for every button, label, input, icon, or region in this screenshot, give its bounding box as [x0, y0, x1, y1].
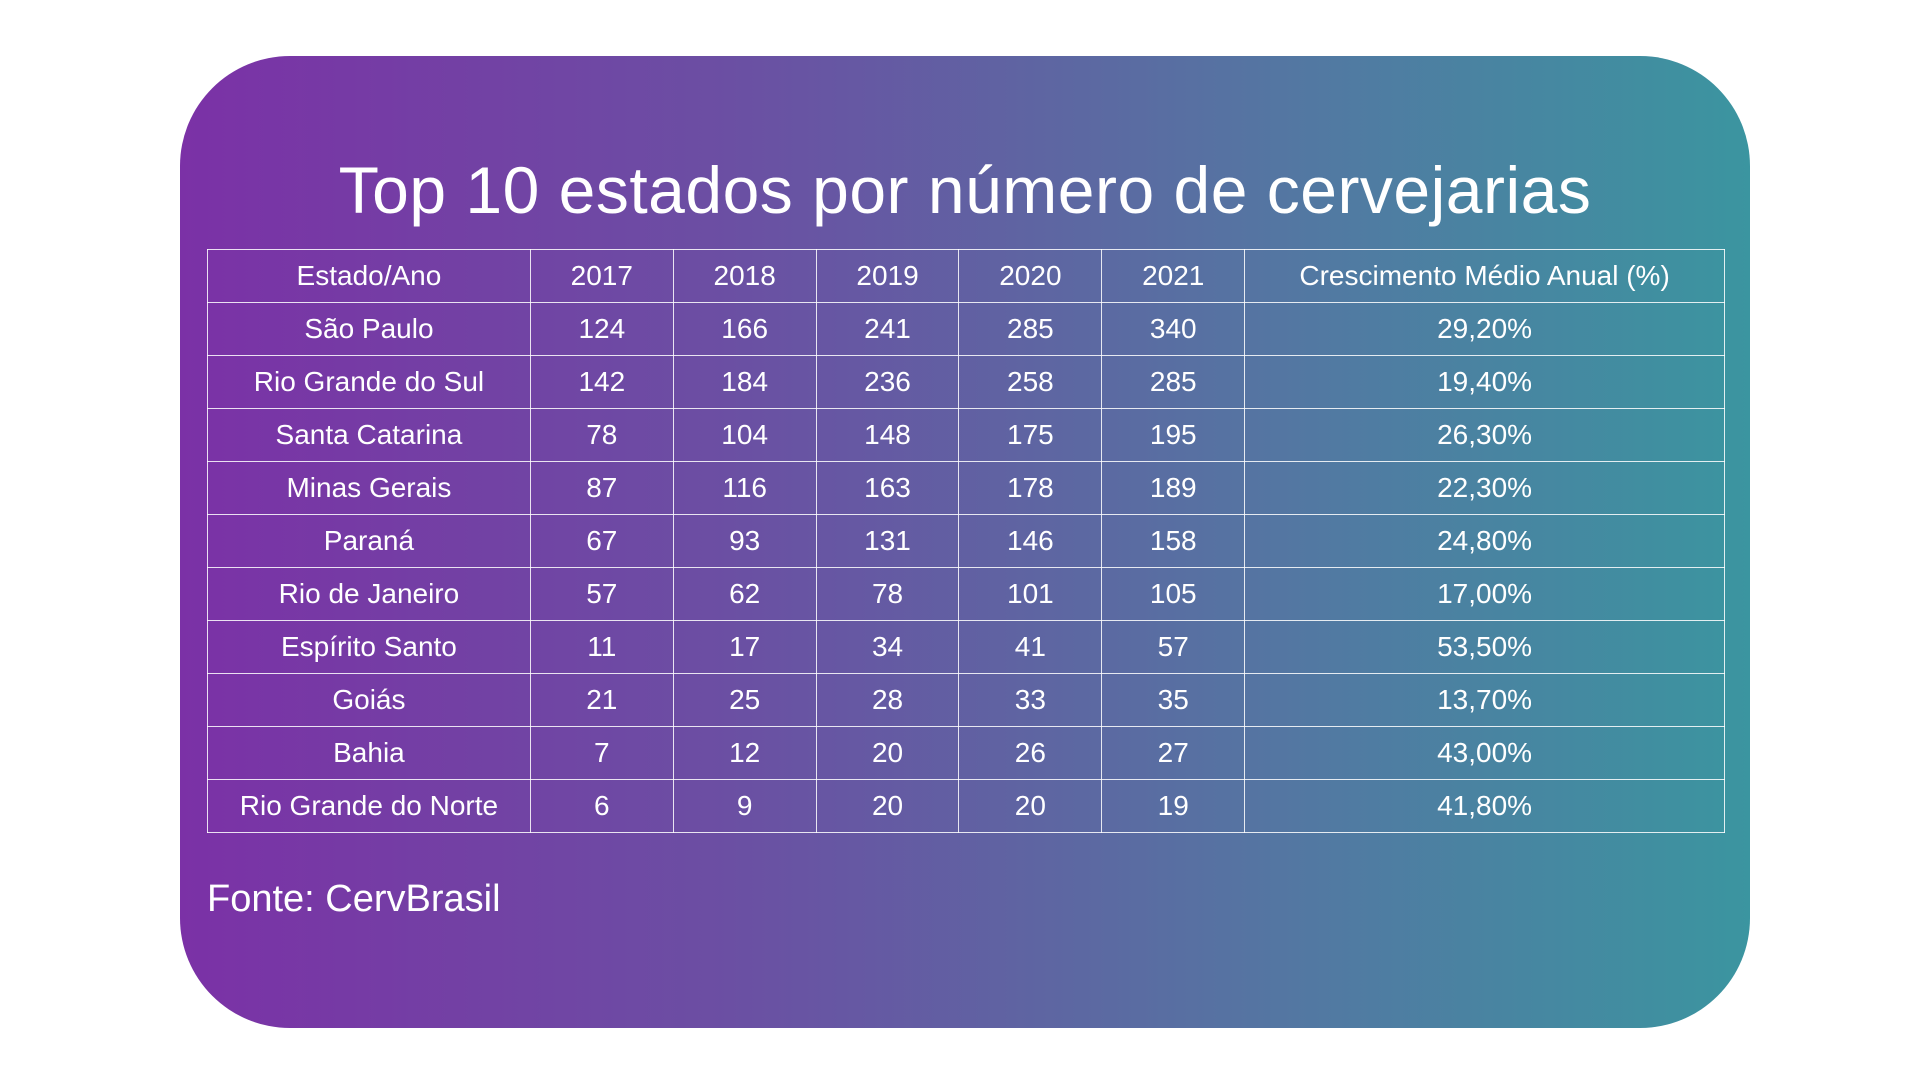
value-2018-cell: 104 [672, 408, 817, 462]
value-2019-cell: 241 [815, 302, 960, 356]
value-2021-cell: 27 [1101, 726, 1246, 780]
value-2019-cell: 148 [815, 408, 960, 462]
state-cell: Rio Grande do Sul [207, 355, 531, 409]
value-2020-cell: 178 [958, 461, 1103, 515]
growth-cell: 13,70% [1244, 673, 1725, 727]
value-2020-cell: 175 [958, 408, 1103, 462]
header-cell-2021: 2021 [1101, 249, 1246, 303]
growth-cell: 19,40% [1244, 355, 1725, 409]
value-2018-cell: 12 [672, 726, 817, 780]
growth-cell: 41,80% [1244, 779, 1725, 833]
growth-cell: 29,20% [1244, 302, 1725, 356]
value-2019-cell: 34 [815, 620, 960, 674]
value-2020-cell: 33 [958, 673, 1103, 727]
header-cell-growth: Crescimento Médio Anual (%) [1244, 249, 1725, 303]
value-2019-cell: 20 [815, 779, 960, 833]
value-2018-cell: 17 [672, 620, 817, 674]
value-2018-cell: 9 [672, 779, 817, 833]
state-cell: Santa Catarina [207, 408, 531, 462]
state-cell: Espírito Santo [207, 620, 531, 674]
value-2017-cell: 142 [529, 355, 674, 409]
growth-cell: 53,50% [1244, 620, 1725, 674]
source-note: Fonte: CervBrasil [207, 878, 501, 920]
value-2017-cell: 87 [529, 461, 674, 515]
value-2018-cell: 62 [672, 567, 817, 621]
value-2019-cell: 78 [815, 567, 960, 621]
state-cell: Rio Grande do Norte [207, 779, 531, 833]
value-2019-cell: 20 [815, 726, 960, 780]
table-row: Goiás 21 25 28 33 35 13,70% [207, 673, 1725, 727]
table-row: Rio Grande do Norte 6 9 20 20 19 41,80% [207, 779, 1725, 833]
value-2021-cell: 57 [1101, 620, 1246, 674]
growth-cell: 43,00% [1244, 726, 1725, 780]
table-row: Rio Grande do Sul 142 184 236 258 285 19,40% [207, 355, 1725, 409]
value-2021-cell: 105 [1101, 567, 1246, 621]
header-cell-2017: 2017 [529, 249, 674, 303]
table-row: Minas Gerais 87 116 163 178 189 22,30% [207, 461, 1725, 515]
value-2020-cell: 26 [958, 726, 1103, 780]
value-2018-cell: 116 [672, 461, 817, 515]
state-cell: Goiás [207, 673, 531, 727]
value-2019-cell: 236 [815, 355, 960, 409]
value-2021-cell: 340 [1101, 302, 1246, 356]
growth-cell: 17,00% [1244, 567, 1725, 621]
value-2017-cell: 6 [529, 779, 674, 833]
value-2020-cell: 20 [958, 779, 1103, 833]
table-row: São Paulo 124 166 241 285 340 29,20% [207, 302, 1725, 356]
header-cell-2018: 2018 [672, 249, 817, 303]
growth-cell: 24,80% [1244, 514, 1725, 568]
value-2021-cell: 158 [1101, 514, 1246, 568]
table-row: Santa Catarina 78 104 148 175 195 26,30% [207, 408, 1725, 462]
value-2020-cell: 258 [958, 355, 1103, 409]
header-cell-state: Estado/Ano [207, 249, 531, 303]
growth-cell: 22,30% [1244, 461, 1725, 515]
value-2017-cell: 124 [529, 302, 674, 356]
table-body: São Paulo 124 166 241 285 340 29,20% Rio Grande… [207, 302, 1725, 833]
table-row: Rio de Janeiro 57 62 78 101 105 17,00% [207, 567, 1725, 621]
value-2020-cell: 146 [958, 514, 1103, 568]
header-row: Estado/Ano 2017 2018 2019 2020 2021 Cres… [207, 249, 1725, 303]
value-2017-cell: 78 [529, 408, 674, 462]
state-cell: São Paulo [207, 302, 531, 356]
value-2017-cell: 67 [529, 514, 674, 568]
table-card: Top 10 estados por número de cervejarias… [180, 56, 1750, 1028]
value-2017-cell: 7 [529, 726, 674, 780]
value-2018-cell: 93 [672, 514, 817, 568]
table-row: Bahia 7 12 20 26 27 43,00% [207, 726, 1725, 780]
header-cell-2019: 2019 [815, 249, 960, 303]
breweries-table: Estado/Ano 2017 2018 2019 2020 2021 Cres… [207, 249, 1725, 833]
value-2019-cell: 163 [815, 461, 960, 515]
state-cell: Bahia [207, 726, 531, 780]
table-row: Paraná 67 93 131 146 158 24,80% [207, 514, 1725, 568]
value-2020-cell: 41 [958, 620, 1103, 674]
growth-cell: 26,30% [1244, 408, 1725, 462]
state-cell: Paraná [207, 514, 531, 568]
value-2020-cell: 101 [958, 567, 1103, 621]
value-2019-cell: 131 [815, 514, 960, 568]
state-cell: Rio de Janeiro [207, 567, 531, 621]
value-2017-cell: 57 [529, 567, 674, 621]
state-cell: Minas Gerais [207, 461, 531, 515]
header-cell-2020: 2020 [958, 249, 1103, 303]
value-2021-cell: 189 [1101, 461, 1246, 515]
value-2019-cell: 28 [815, 673, 960, 727]
value-2017-cell: 21 [529, 673, 674, 727]
value-2021-cell: 285 [1101, 355, 1246, 409]
value-2021-cell: 35 [1101, 673, 1246, 727]
value-2018-cell: 166 [672, 302, 817, 356]
table-title: Top 10 estados por número de cervejarias [338, 153, 1592, 227]
table-row: Espírito Santo 11 17 34 41 57 53,50% [207, 620, 1725, 674]
value-2017-cell: 11 [529, 620, 674, 674]
value-2018-cell: 25 [672, 673, 817, 727]
value-2018-cell: 184 [672, 355, 817, 409]
value-2020-cell: 285 [958, 302, 1103, 356]
value-2021-cell: 19 [1101, 779, 1246, 833]
value-2021-cell: 195 [1101, 408, 1246, 462]
